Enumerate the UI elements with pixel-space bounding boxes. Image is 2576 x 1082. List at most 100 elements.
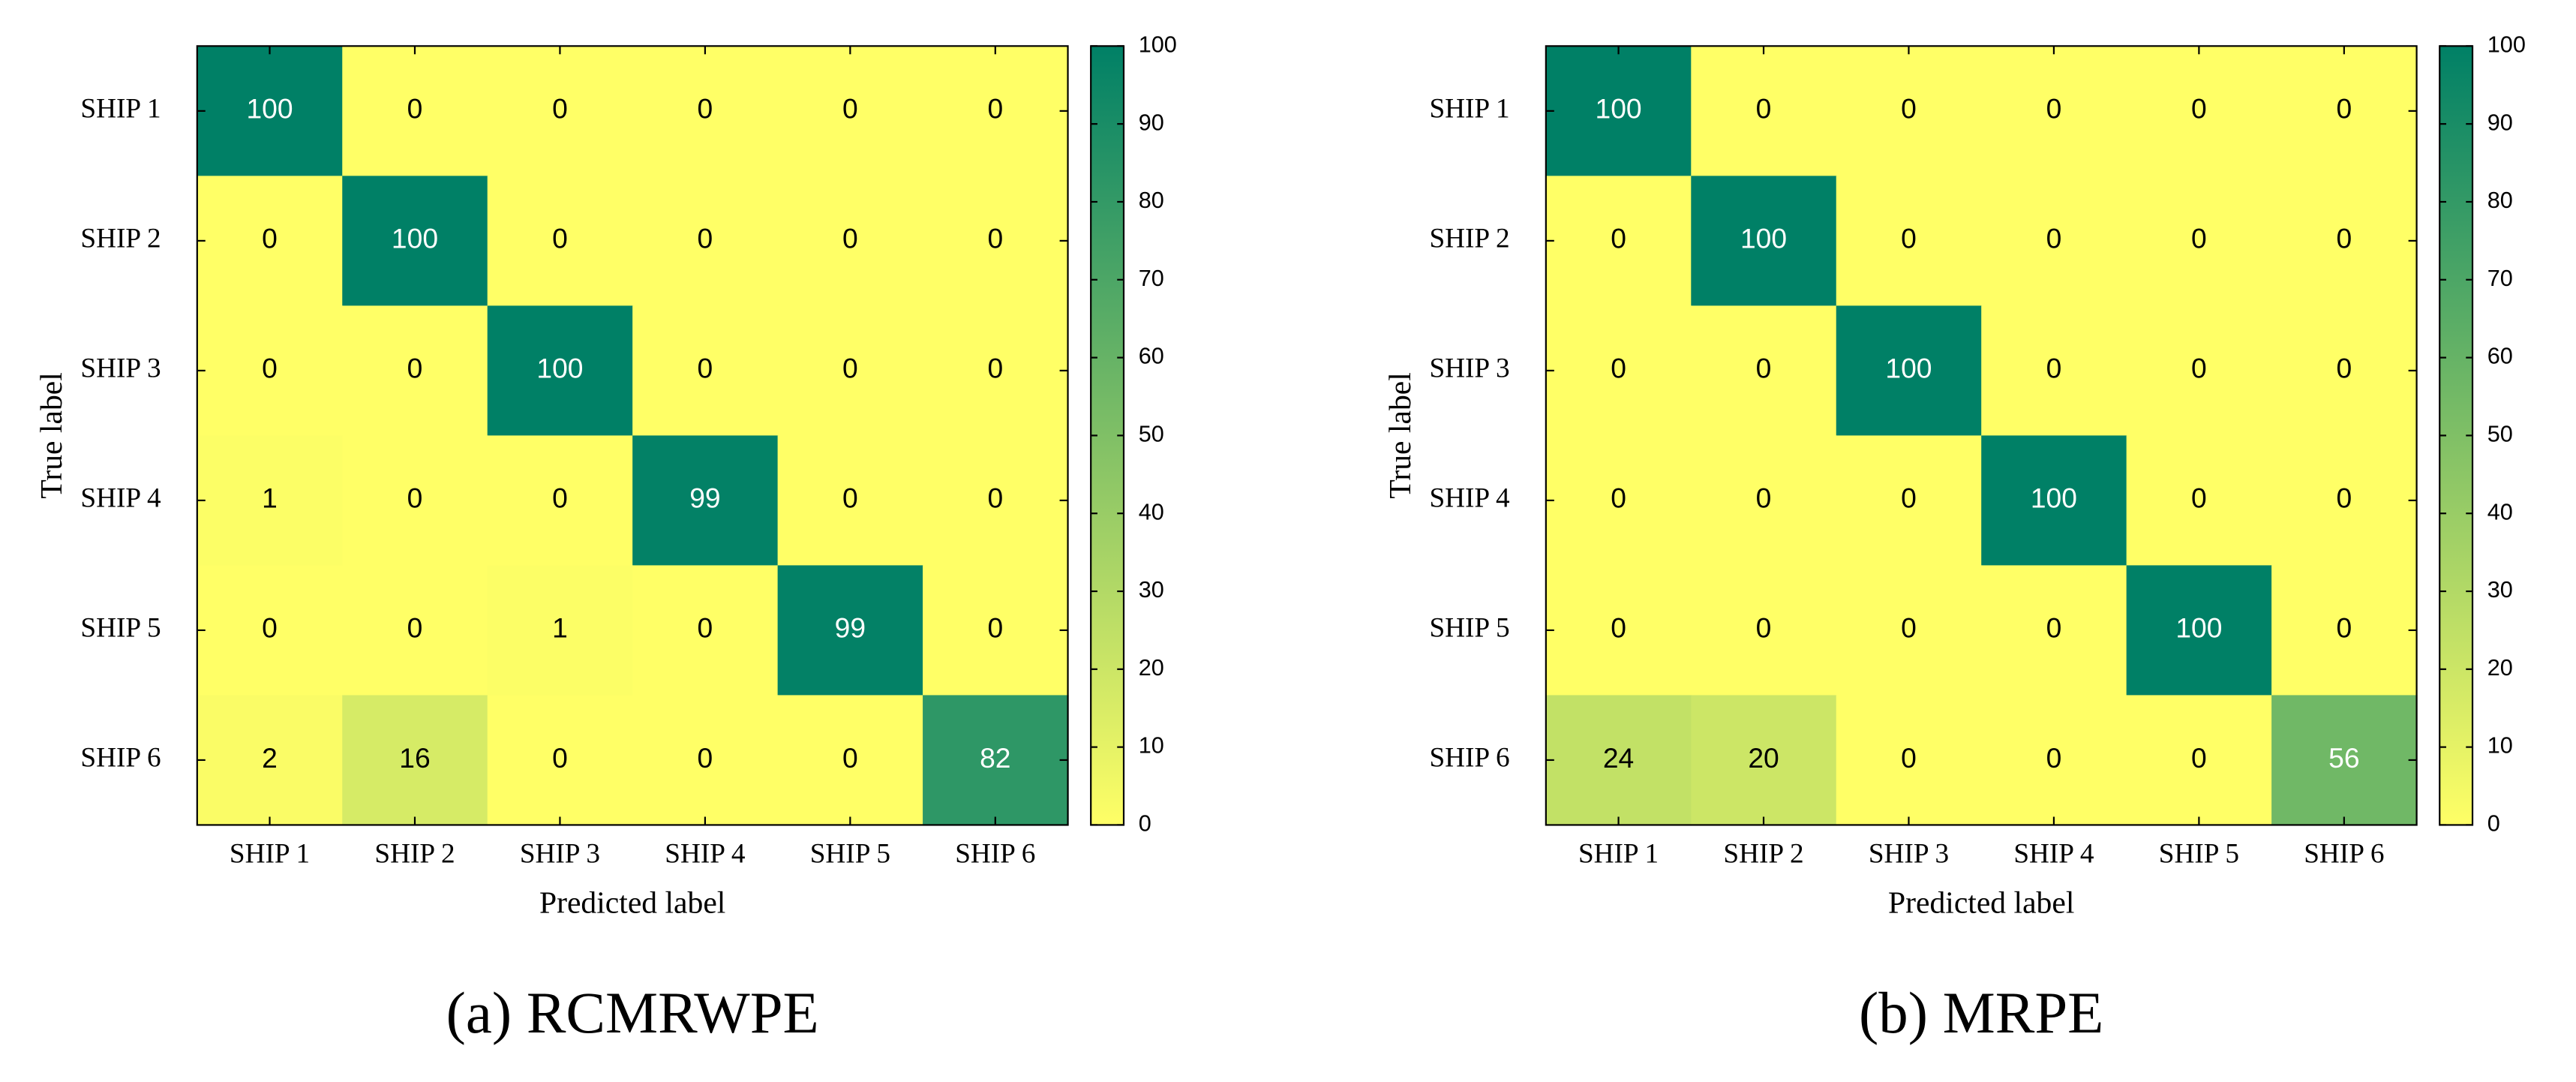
heatmap-cell — [777, 565, 924, 696]
x-tick-label: SHIP 2 — [374, 839, 455, 870]
heatmap-cell — [923, 695, 1069, 826]
cell-label: 0 — [2191, 353, 2207, 384]
cell-label: 100 — [392, 223, 438, 254]
x-tick-label: SHIP 3 — [520, 839, 600, 870]
colorbar-tick-label: 70 — [1139, 266, 1164, 291]
cell-label: 100 — [246, 93, 293, 125]
cell-label: 99 — [689, 482, 720, 514]
cell-label: 0 — [698, 742, 713, 774]
heatmap-cell — [2126, 46, 2273, 177]
heatmap-cell — [2271, 305, 2418, 437]
y-tick-label: SHIP 6 — [80, 742, 161, 773]
x-axis-label: Predicted label — [1888, 885, 2074, 920]
heatmap-cell — [2271, 565, 2418, 696]
cell-label: 0 — [842, 93, 858, 125]
cell-label: 0 — [1901, 482, 1917, 514]
caption: (a) RCMRWPE — [446, 981, 819, 1046]
heatmap-cell — [632, 305, 779, 437]
cell-label: 0 — [1611, 482, 1626, 514]
y-tick-label: SHIP 3 — [1429, 353, 1509, 383]
heatmap-cell — [923, 565, 1069, 696]
cell-label: 0 — [698, 612, 713, 644]
heatmap-cell — [2126, 435, 2273, 567]
cell-label: 0 — [552, 482, 568, 514]
cell-label: 0 — [407, 612, 423, 644]
heatmap-cell — [2271, 46, 2418, 177]
x-tick-label: SHIP 5 — [2159, 839, 2239, 870]
heatmap-cell — [632, 176, 779, 307]
heatmap-cell — [1981, 176, 2127, 307]
heatmap-cell — [197, 46, 344, 177]
colorbar-tick-label: 40 — [2487, 499, 2513, 524]
cell-label: 0 — [2336, 353, 2352, 384]
heatmap-cell — [1545, 176, 1692, 307]
heatmap-cell — [777, 305, 924, 437]
cell-label: 0 — [2046, 353, 2062, 384]
heatmap-cell — [2126, 695, 2273, 826]
x-tick-label: SHIP 2 — [1723, 839, 1803, 870]
heatmap-cell — [777, 435, 924, 567]
heatmap-cell — [342, 435, 488, 567]
heatmap-cell — [342, 176, 488, 307]
y-tick-label: SHIP 4 — [80, 482, 161, 513]
cell-label: 0 — [552, 93, 568, 125]
y-tick-label: SHIP 3 — [80, 353, 161, 383]
x-tick-label: SHIP 1 — [1578, 839, 1659, 870]
colorbar-tick-label: 30 — [2487, 577, 2513, 603]
heatmap-cell — [487, 176, 634, 307]
y-tick-label: SHIP 4 — [1429, 482, 1510, 513]
heatmap-cell — [2271, 435, 2418, 567]
heatmap-cell — [197, 176, 344, 307]
y-tick-label: SHIP 5 — [1429, 612, 1509, 643]
heatmap-cell — [487, 695, 634, 826]
cell-label: 0 — [552, 742, 568, 774]
plot-frame — [196, 45, 1069, 826]
colorbar-tick-label: 90 — [2487, 110, 2513, 135]
heatmap-cell — [2126, 565, 2273, 696]
heatmap-cell — [632, 435, 779, 567]
cell-label: 0 — [842, 223, 858, 254]
heatmap-cell — [487, 435, 634, 567]
heatmap-cell — [342, 565, 488, 696]
cell-label: 2 — [262, 742, 278, 774]
y-axis-label: True label — [1383, 372, 1418, 498]
colorbar-tick-label: 70 — [2487, 266, 2513, 291]
heatmap-cell — [197, 435, 344, 567]
heatmap-cell — [1981, 305, 2127, 437]
heatmap-cell — [1836, 435, 1983, 567]
heatmap-cell — [2126, 176, 2273, 307]
heatmap-cell — [1981, 565, 2127, 696]
x-axis-label: Predicted label — [539, 885, 725, 920]
heatmap-cell — [923, 176, 1069, 307]
heatmap-cell — [632, 695, 779, 826]
cell-label: 0 — [2191, 223, 2207, 254]
cell-label: 0 — [842, 353, 858, 384]
heatmap-cell — [923, 435, 1069, 567]
cell-label: 0 — [698, 353, 713, 384]
heatmap-cell — [1691, 695, 1837, 826]
cell-label: 0 — [2046, 93, 2062, 125]
heatmap-cell — [1836, 695, 1983, 826]
heatmap-cell — [1981, 46, 2127, 177]
cell-label: 0 — [987, 353, 1003, 384]
heatmap-cell — [1545, 305, 1692, 437]
heatmap-cell — [342, 695, 488, 826]
cell-label: 0 — [407, 353, 423, 384]
cell-label: 0 — [2191, 482, 2207, 514]
cell-label: 0 — [1756, 612, 1772, 644]
colorbar-tick-label: 60 — [2487, 344, 2513, 369]
heatmap-cell — [777, 176, 924, 307]
cell-label: 0 — [1611, 612, 1626, 644]
cell-label: 0 — [2336, 482, 2352, 514]
x-tick-label: SHIP 4 — [2013, 839, 2094, 870]
heatmap-cell — [197, 695, 344, 826]
cell-label: 0 — [2191, 742, 2207, 774]
heatmap-cell — [1691, 305, 1837, 437]
cell-label: 100 — [2031, 482, 2077, 514]
colorbar-tick-label: 50 — [1139, 421, 1164, 446]
heatmap-cell — [923, 46, 1069, 177]
heatmap-cell — [632, 565, 779, 696]
cell-label: 100 — [536, 353, 583, 384]
